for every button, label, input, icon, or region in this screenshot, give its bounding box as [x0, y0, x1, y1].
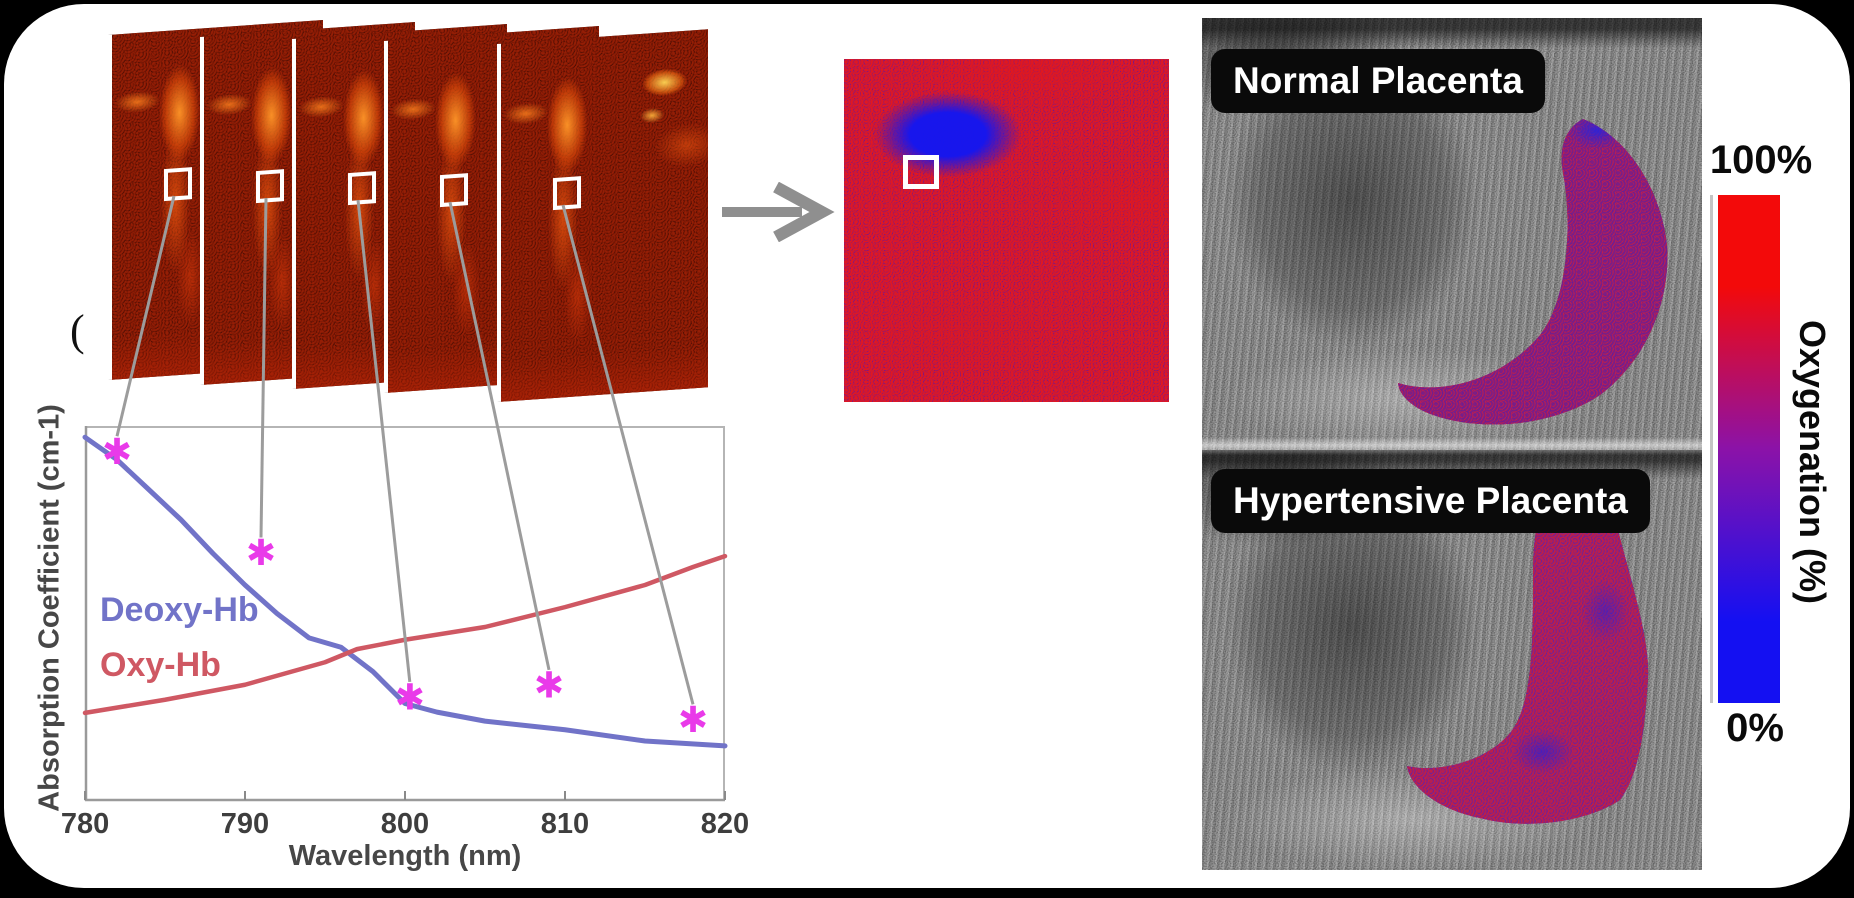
colorbar-axis-line: [1710, 195, 1713, 703]
colorbar-gradient: [1718, 195, 1780, 703]
y-axis-label: Absorption Coefficient (cm-1): [33, 404, 66, 812]
x-axis-label: Wavelength (nm): [288, 840, 522, 872]
svg-text:790: 790: [221, 808, 269, 840]
svg-text:820: 820: [701, 808, 749, 840]
svg-text:✱: ✱: [395, 677, 425, 718]
map-roi-marker: [903, 155, 939, 189]
colorbar-max-label: 100%: [1709, 138, 1813, 182]
hypertensive-placenta-label: Hypertensive Placenta: [1211, 469, 1650, 533]
pa-roi-marker-5: [553, 176, 581, 211]
svg-text:✱: ✱: [102, 432, 132, 473]
svg-text:780: 780: [61, 808, 109, 840]
spectra-plot-svg: 780 790 800 810 820 ✱ ✱ ✱ ✱ ✱: [61, 426, 749, 840]
colorbar-min-label: 0%: [1726, 706, 1784, 750]
svg-text:✱: ✱: [678, 700, 708, 741]
stray-paren-mark: (: [70, 306, 85, 355]
ultrasound-bright-band: [1202, 437, 1702, 455]
legend-oxy-label: Oxy-Hb: [100, 646, 221, 684]
pa-roi-marker-3: [348, 171, 376, 206]
svg-text:800: 800: [381, 808, 429, 840]
pa-roi-marker-1: [164, 167, 192, 202]
pa-roi-marker-2: [256, 169, 284, 204]
oxygenation-map: [844, 59, 1169, 402]
colorbar-axis-label: Oxygenation (%): [1792, 319, 1833, 605]
svg-text:810: 810: [541, 808, 589, 840]
pa-image-card-5: [497, 29, 708, 402]
right-arrow-icon: [722, 182, 835, 242]
svg-text:✱: ✱: [534, 665, 564, 706]
svg-text:✱: ✱: [246, 533, 276, 574]
absorption-spectra-plot: 780 790 800 810 820 ✱ ✱ ✱ ✱ ✱: [61, 426, 749, 866]
pa-roi-marker-4: [440, 173, 468, 208]
placenta-overlay-hypertensive: [1405, 518, 1655, 830]
legend-deoxy-label: Deoxy-Hb: [100, 591, 259, 629]
normal-placenta-label: Normal Placenta: [1211, 49, 1545, 113]
